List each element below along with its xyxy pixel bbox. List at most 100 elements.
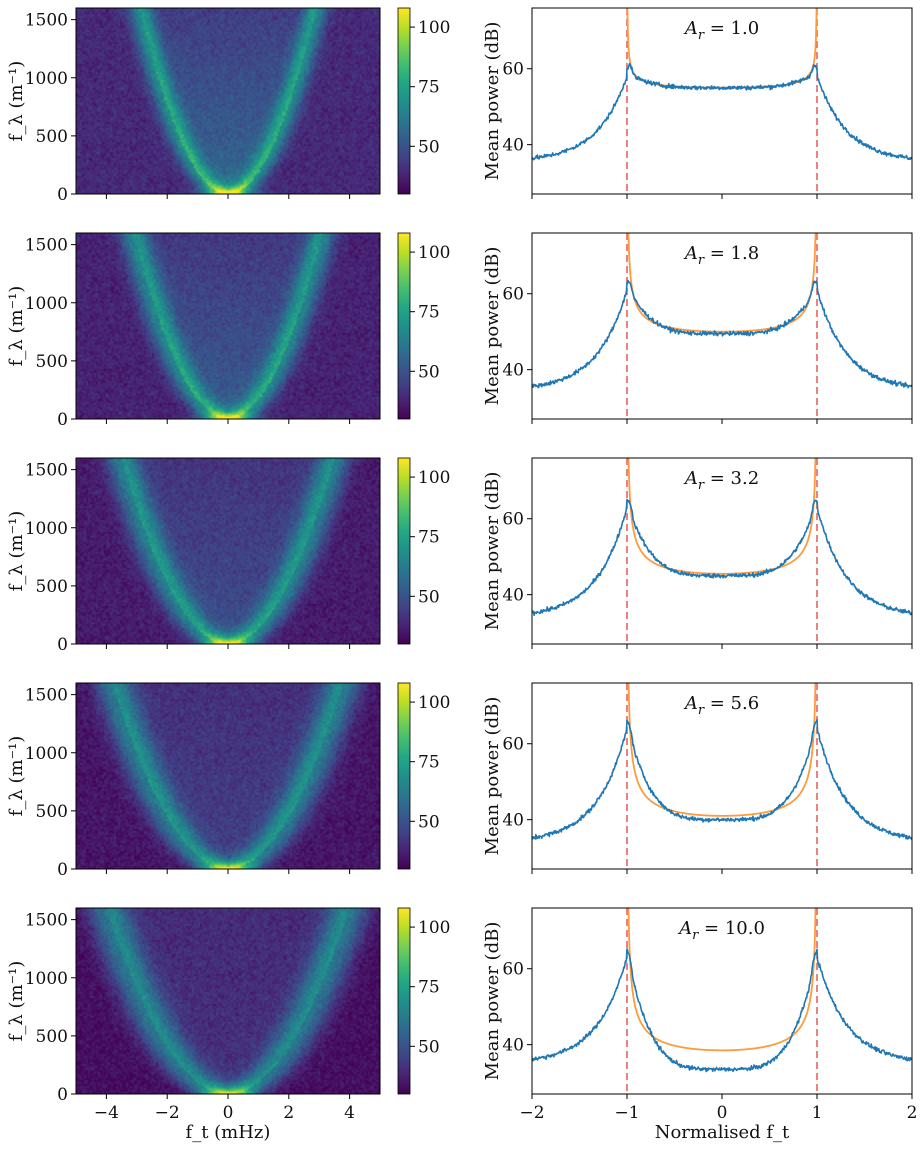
heatmap-x-tick-label: 2: [283, 1103, 294, 1123]
heatmap-y-tick-label: 500: [36, 577, 68, 597]
power-y-label: Mean power (dB): [482, 22, 503, 181]
power-y-tick-label: 40: [502, 586, 524, 606]
colorbar-tick-label: 50: [418, 812, 440, 832]
power-y-tick-label: 40: [502, 1036, 524, 1056]
heatmap-y-label: f_λ (m⁻¹): [6, 61, 27, 142]
colorbar: 50 75 100: [397, 907, 450, 1095]
colorbar-tick-label: 75: [418, 78, 440, 98]
heatmap-image: [76, 8, 380, 194]
aspect-ratio-annotation: Ar = 10.0: [677, 918, 765, 943]
power-x-tick-label: 2: [907, 1103, 918, 1123]
heatmap-panel: 0 500 1000 1500 f_λ (m⁻¹): [6, 7, 381, 205]
heatmap-image: [76, 233, 380, 419]
heatmap-x-label: f_t (mHz): [186, 1122, 271, 1143]
heatmap-x-tick-label: 0: [223, 1103, 234, 1123]
power-y-tick-label: 60: [502, 960, 524, 980]
heatmap-y-tick-label: 0: [57, 185, 68, 205]
power-y-tick-label: 40: [502, 136, 524, 156]
heatmap-y-tick-label: 0: [57, 410, 68, 430]
power-y-label: Mean power (dB): [482, 697, 503, 856]
power-y-tick-label: 40: [502, 811, 524, 831]
data-curve: [532, 279, 912, 389]
colorbar-tick-label: 50: [418, 362, 440, 382]
colorbar-tick-label: 75: [418, 753, 440, 773]
heatmap-x-tick-label: −2: [155, 1103, 180, 1123]
power-x-tick-label: 1: [812, 1103, 823, 1123]
colorbar-gradient: [397, 682, 411, 870]
colorbar: 50 75 100: [397, 7, 450, 195]
colorbar-gradient: [397, 907, 411, 1095]
heatmap-y-tick-label: 500: [36, 802, 68, 822]
heatmap-panel: 0 500 1000 1500 f_λ (m⁻¹): [6, 232, 381, 430]
model-curve: [626, 8, 818, 89]
power-x-tick-label: −1: [614, 1103, 639, 1123]
colorbar: 50 75 100: [397, 232, 450, 420]
heatmap-y-tick-label: 1500: [25, 11, 68, 31]
heatmap-x-tick-label: 4: [344, 1103, 355, 1123]
power-x-tick-label: −2: [519, 1103, 544, 1123]
heatmap-y-tick-label: 500: [36, 1027, 68, 1047]
colorbar-tick-label: 50: [418, 137, 440, 157]
colorbar-tick-label: 100: [418, 18, 450, 38]
model-curve: [627, 683, 817, 817]
power-y-tick-label: 60: [502, 735, 524, 755]
heatmap-y-label: f_λ (m⁻¹): [6, 511, 27, 592]
power-y-label: Mean power (dB): [482, 247, 503, 406]
data-curve: [532, 718, 912, 840]
heatmap-panel: 0 500 1000 1500 f_λ (m⁻¹): [6, 457, 381, 655]
model-curve: [627, 908, 817, 1052]
colorbar-tick-label: 100: [418, 918, 450, 938]
heatmap-y-label: f_λ (m⁻¹): [6, 961, 27, 1042]
power-y-tick-label: 40: [502, 361, 524, 381]
heatmap-y-tick-label: 500: [36, 352, 68, 372]
colorbar-tick-label: 50: [418, 1037, 440, 1057]
heatmap-y-tick-label: 1500: [25, 236, 68, 256]
heatmap-image: [76, 908, 380, 1094]
colorbar-tick-label: 75: [418, 528, 440, 548]
heatmap-y-tick-label: 1000: [25, 969, 68, 989]
data-curve: [532, 498, 912, 617]
aspect-ratio-annotation: Ar = 3.2: [683, 468, 759, 493]
colorbar-tick-label: 50: [418, 587, 440, 607]
data-curve: [532, 948, 912, 1073]
heatmap-y-tick-label: 1000: [25, 744, 68, 764]
power-x-tick-label: 0: [717, 1103, 728, 1123]
heatmap-panel: 0 500 1000 1500 f_λ (m⁻¹): [6, 682, 381, 880]
power-x-label: Normalised f_t: [655, 1122, 790, 1143]
power-y-tick-label: 60: [502, 510, 524, 530]
power-y-tick-label: 60: [502, 285, 524, 305]
heatmap-image: [76, 458, 380, 644]
aspect-ratio-annotation: Ar = 1.8: [683, 243, 759, 268]
colorbar-tick-label: 75: [418, 303, 440, 323]
colorbar-gradient: [397, 7, 411, 195]
heatmap-y-tick-label: 500: [36, 127, 68, 147]
data-curve: [532, 62, 912, 161]
aspect-ratio-annotation: Ar = 1.0: [683, 18, 759, 43]
colorbar: 50 75 100: [397, 457, 450, 645]
power-panel: 40 60 −2 −1 0 1 2 Mean power (dB) Normalised f_t…: [482, 907, 918, 1143]
colorbar: 50 75 100: [397, 682, 450, 870]
aspect-ratio-annotation: Ar = 5.6: [683, 693, 759, 718]
colorbar-gradient: [397, 232, 411, 420]
heatmap-y-label: f_λ (m⁻¹): [6, 286, 27, 367]
heatmap-y-tick-label: 1000: [25, 69, 68, 89]
model-curve: [627, 458, 817, 575]
colorbar-tick-label: 100: [418, 693, 450, 713]
heatmap-y-label: f_λ (m⁻¹): [6, 736, 27, 817]
colorbar-tick-label: 75: [418, 978, 440, 998]
heatmap-y-tick-label: 1000: [25, 294, 68, 314]
heatmap-panel: 0 500 1000 1500 −4 −2 0 2 4 f_λ (m⁻¹) f_t (mHz): [6, 907, 381, 1143]
power-y-tick-label: 60: [502, 60, 524, 80]
heatmap-image: [76, 683, 380, 869]
heatmap-y-tick-label: 0: [57, 1085, 68, 1105]
heatmap-y-tick-label: 0: [57, 635, 68, 655]
